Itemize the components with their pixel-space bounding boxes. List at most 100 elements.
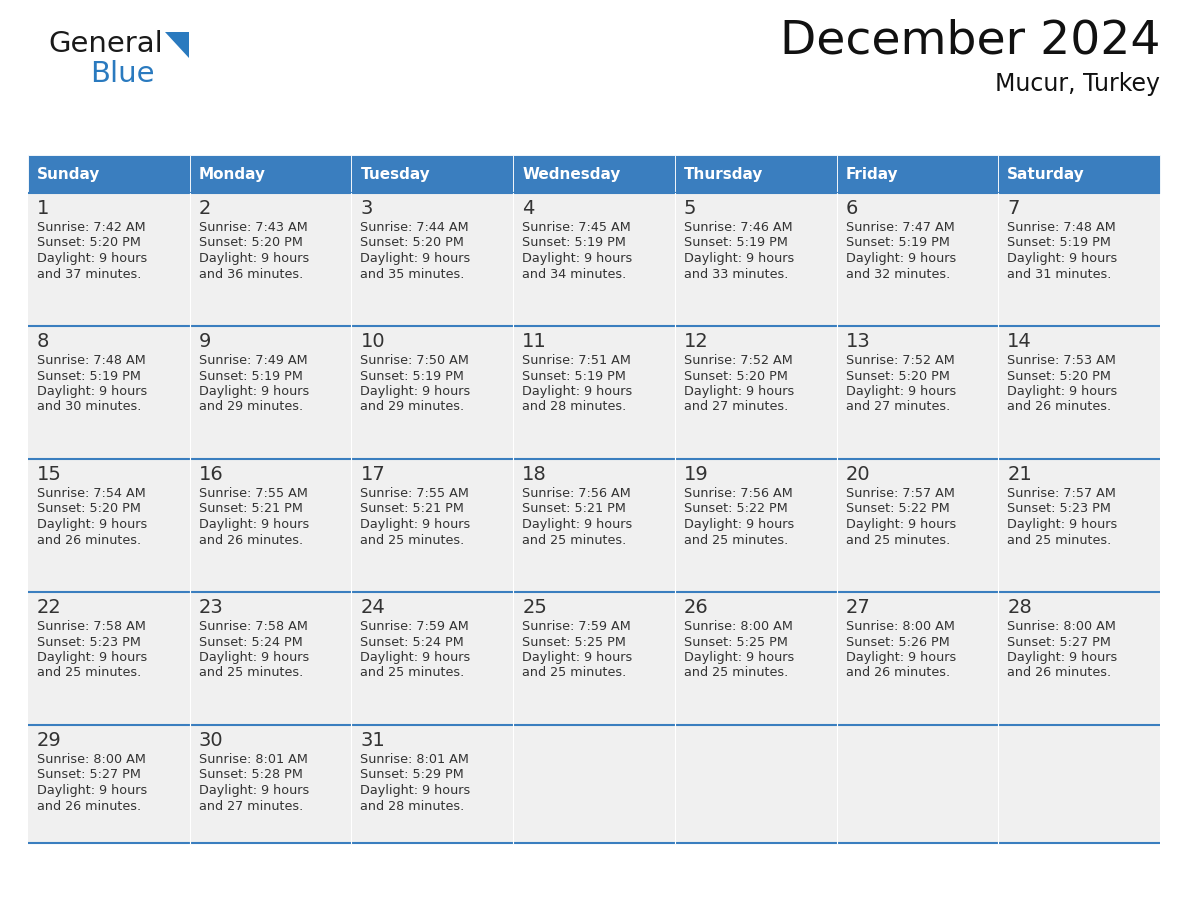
Bar	[190, 326, 352, 459]
Text: Sunrise: 7:56 AM: Sunrise: 7:56 AM	[684, 487, 792, 500]
Bar	[998, 155, 1159, 193]
Text: 19: 19	[684, 465, 708, 484]
Text: 7: 7	[1007, 199, 1019, 218]
Bar	[675, 326, 836, 459]
Text: and 25 minutes.: and 25 minutes.	[1007, 533, 1112, 546]
Bar	[513, 725, 675, 843]
Text: 16: 16	[198, 465, 223, 484]
Polygon shape	[165, 32, 189, 58]
Text: and 36 minutes.: and 36 minutes.	[198, 267, 303, 281]
Bar	[190, 193, 352, 326]
Text: 18: 18	[523, 465, 546, 484]
Text: Sunset: 5:20 PM: Sunset: 5:20 PM	[198, 237, 303, 250]
Bar	[998, 592, 1159, 725]
Bar	[352, 155, 513, 193]
Text: 22: 22	[37, 598, 62, 617]
Bar	[836, 725, 998, 843]
Text: and 27 minutes.: and 27 minutes.	[684, 400, 788, 413]
Text: Friday: Friday	[846, 166, 898, 182]
Text: 11: 11	[523, 332, 546, 351]
Bar	[513, 155, 675, 193]
Bar	[29, 155, 190, 193]
Text: Daylight: 9 hours: Daylight: 9 hours	[37, 252, 147, 265]
Text: 15: 15	[37, 465, 62, 484]
Text: Sunset: 5:22 PM: Sunset: 5:22 PM	[846, 502, 949, 516]
Text: Daylight: 9 hours: Daylight: 9 hours	[198, 518, 309, 531]
Text: Sunrise: 7:52 AM: Sunrise: 7:52 AM	[684, 354, 792, 367]
Bar	[998, 326, 1159, 459]
Text: Daylight: 9 hours: Daylight: 9 hours	[846, 385, 956, 398]
Text: 3: 3	[360, 199, 373, 218]
Text: 27: 27	[846, 598, 871, 617]
Text: and 29 minutes.: and 29 minutes.	[360, 400, 465, 413]
Text: Daylight: 9 hours: Daylight: 9 hours	[198, 385, 309, 398]
Text: and 25 minutes.: and 25 minutes.	[360, 533, 465, 546]
Text: 14: 14	[1007, 332, 1032, 351]
Text: and 25 minutes.: and 25 minutes.	[198, 666, 303, 679]
Text: Daylight: 9 hours: Daylight: 9 hours	[198, 784, 309, 797]
Bar	[29, 193, 190, 326]
Text: and 28 minutes.: and 28 minutes.	[523, 400, 626, 413]
Bar	[29, 326, 190, 459]
Text: 8: 8	[37, 332, 50, 351]
Text: December 2024: December 2024	[779, 18, 1159, 63]
Text: 23: 23	[198, 598, 223, 617]
Text: Sunset: 5:21 PM: Sunset: 5:21 PM	[523, 502, 626, 516]
Text: and 29 minutes.: and 29 minutes.	[198, 400, 303, 413]
Text: 4: 4	[523, 199, 535, 218]
Text: Daylight: 9 hours: Daylight: 9 hours	[360, 518, 470, 531]
Text: Sunset: 5:19 PM: Sunset: 5:19 PM	[684, 237, 788, 250]
Text: 26: 26	[684, 598, 708, 617]
Text: Sunrise: 7:44 AM: Sunrise: 7:44 AM	[360, 221, 469, 234]
Text: Daylight: 9 hours: Daylight: 9 hours	[1007, 385, 1118, 398]
Text: and 26 minutes.: and 26 minutes.	[198, 533, 303, 546]
Text: Sunset: 5:20 PM: Sunset: 5:20 PM	[360, 237, 465, 250]
Text: and 25 minutes.: and 25 minutes.	[523, 533, 626, 546]
Text: and 28 minutes.: and 28 minutes.	[360, 800, 465, 812]
Text: Daylight: 9 hours: Daylight: 9 hours	[846, 651, 956, 664]
Text: Sunrise: 7:49 AM: Sunrise: 7:49 AM	[198, 354, 308, 367]
Text: and 25 minutes.: and 25 minutes.	[684, 533, 788, 546]
Text: 31: 31	[360, 731, 385, 750]
Text: Daylight: 9 hours: Daylight: 9 hours	[37, 784, 147, 797]
Text: and 25 minutes.: and 25 minutes.	[846, 533, 950, 546]
Text: and 27 minutes.: and 27 minutes.	[846, 400, 950, 413]
Bar	[513, 592, 675, 725]
Text: 20: 20	[846, 465, 870, 484]
Text: and 26 minutes.: and 26 minutes.	[1007, 400, 1112, 413]
Text: Daylight: 9 hours: Daylight: 9 hours	[523, 518, 632, 531]
Text: Sunrise: 7:55 AM: Sunrise: 7:55 AM	[360, 487, 469, 500]
Text: Sunset: 5:23 PM: Sunset: 5:23 PM	[37, 635, 141, 648]
Text: Sunday: Sunday	[37, 166, 100, 182]
Text: Sunset: 5:19 PM: Sunset: 5:19 PM	[37, 370, 141, 383]
Text: 10: 10	[360, 332, 385, 351]
Text: and 26 minutes.: and 26 minutes.	[37, 533, 141, 546]
Text: Monday: Monday	[198, 166, 266, 182]
Text: Daylight: 9 hours: Daylight: 9 hours	[846, 518, 956, 531]
Text: Sunrise: 7:58 AM: Sunrise: 7:58 AM	[37, 620, 146, 633]
Text: Daylight: 9 hours: Daylight: 9 hours	[846, 252, 956, 265]
Text: Daylight: 9 hours: Daylight: 9 hours	[1007, 651, 1118, 664]
Text: 13: 13	[846, 332, 871, 351]
Text: Sunset: 5:20 PM: Sunset: 5:20 PM	[684, 370, 788, 383]
Text: Sunrise: 7:43 AM: Sunrise: 7:43 AM	[198, 221, 308, 234]
Text: Sunset: 5:19 PM: Sunset: 5:19 PM	[846, 237, 949, 250]
Text: Sunrise: 7:52 AM: Sunrise: 7:52 AM	[846, 354, 954, 367]
Text: Sunset: 5:19 PM: Sunset: 5:19 PM	[198, 370, 303, 383]
Text: Sunset: 5:27 PM: Sunset: 5:27 PM	[37, 768, 141, 781]
Text: Daylight: 9 hours: Daylight: 9 hours	[684, 518, 794, 531]
Text: Sunrise: 7:57 AM: Sunrise: 7:57 AM	[1007, 487, 1117, 500]
Text: Sunset: 5:20 PM: Sunset: 5:20 PM	[846, 370, 949, 383]
Bar	[836, 326, 998, 459]
Bar	[836, 193, 998, 326]
Text: Thursday: Thursday	[684, 166, 763, 182]
Text: 12: 12	[684, 332, 708, 351]
Text: and 26 minutes.: and 26 minutes.	[37, 800, 141, 812]
Text: and 25 minutes.: and 25 minutes.	[360, 666, 465, 679]
Text: Sunset: 5:28 PM: Sunset: 5:28 PM	[198, 768, 303, 781]
Bar	[29, 459, 190, 592]
Bar	[513, 326, 675, 459]
Text: Sunset: 5:23 PM: Sunset: 5:23 PM	[1007, 502, 1111, 516]
Bar	[190, 155, 352, 193]
Text: 21: 21	[1007, 465, 1032, 484]
